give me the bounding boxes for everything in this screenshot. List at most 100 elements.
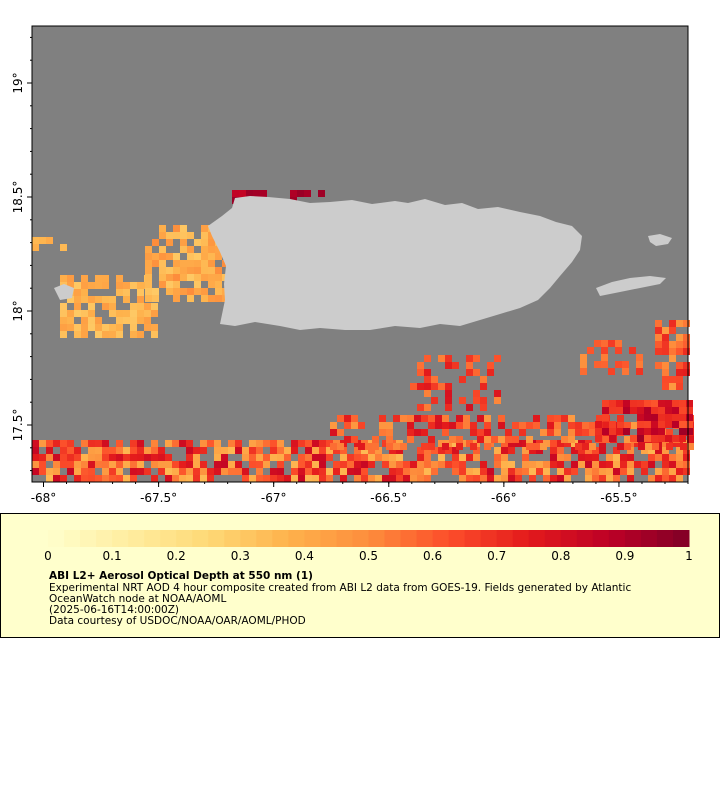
aod-pixel	[215, 267, 222, 274]
aod-pixel	[256, 440, 263, 447]
aod-pixel	[606, 468, 613, 475]
aod-pixel	[32, 237, 39, 244]
aod-pixel	[644, 435, 651, 442]
aod-pixel	[145, 281, 152, 288]
aod-pixel	[543, 461, 550, 468]
colorbar-cell	[384, 530, 402, 547]
aod-pixel	[389, 468, 396, 475]
aod-pixel	[615, 347, 622, 354]
aod-pixel	[116, 440, 123, 447]
aod-pixel	[484, 422, 491, 429]
aod-pixel	[305, 475, 312, 482]
aod-pixel	[354, 461, 361, 468]
aod-pixel	[592, 447, 599, 454]
aod-pixel	[277, 468, 284, 475]
aod-pixel	[200, 461, 207, 468]
aod-pixel	[159, 281, 166, 288]
aod-pixel	[613, 468, 620, 475]
aod-pixel	[81, 331, 88, 338]
aod-pixel	[102, 282, 109, 289]
legend-timestamp: (2025-06-16T14:00:00Z)	[49, 604, 179, 616]
aod-pixel	[679, 421, 686, 428]
aod-pixel	[585, 454, 592, 461]
aod-pixel	[609, 407, 616, 414]
aod-pixel	[53, 475, 60, 482]
aod-pixel	[676, 320, 683, 327]
aod-pixel	[165, 454, 172, 461]
aod-pixel	[368, 475, 375, 482]
aod-pixel	[630, 407, 637, 414]
aod-pixel	[648, 454, 655, 461]
aod-pixel	[564, 468, 571, 475]
aod-pixel	[32, 454, 39, 461]
aod-pixel	[172, 440, 179, 447]
aod-pixel	[550, 447, 557, 454]
aod-pixel	[187, 288, 194, 295]
aod-pixel	[636, 361, 643, 368]
aod-pixel	[564, 475, 571, 482]
aod-pixel	[187, 232, 194, 239]
aod-pixel	[641, 447, 648, 454]
aod-pixel	[683, 461, 690, 468]
aod-pixel	[351, 422, 358, 429]
aod-pixel	[291, 447, 298, 454]
aod-pixel	[494, 397, 501, 404]
aod-pixel	[616, 407, 623, 414]
aod-pixel	[340, 447, 347, 454]
aod-pixel	[95, 296, 102, 303]
aod-pixel	[32, 468, 39, 475]
aod-pixel	[137, 296, 144, 303]
aod-pixel	[263, 461, 270, 468]
aod-pixel	[249, 461, 256, 468]
aod-pixel	[253, 190, 260, 197]
aod-pixel	[39, 468, 46, 475]
colorbar-ticks: 0 0.1 0.2 0.3 0.4 0.5 0.6 0.7 0.8 0.9 1	[44, 549, 693, 563]
aod-pixel	[173, 267, 180, 274]
aod-pixel	[526, 436, 533, 443]
aod-pixel	[595, 435, 602, 442]
y-tick-label: 18.5°	[11, 181, 25, 214]
aod-pixel	[529, 447, 536, 454]
aod-pixel	[564, 454, 571, 461]
aod-pixel	[145, 295, 152, 302]
aod-pixel	[431, 461, 438, 468]
aod-pixel	[554, 429, 561, 436]
aod-pixel	[116, 447, 123, 454]
aod-pixel	[208, 239, 215, 246]
aod-pixel	[368, 454, 375, 461]
aod-pixel	[536, 461, 543, 468]
aod-pixel	[67, 468, 74, 475]
aod-pixel	[389, 454, 396, 461]
aod-pixel	[620, 461, 627, 468]
aod-pixel	[424, 454, 431, 461]
aod-pixel	[580, 368, 587, 375]
aod-pixel	[445, 447, 452, 454]
aod-pixel	[344, 422, 351, 429]
aod-pixel	[582, 443, 589, 450]
aod-pixel	[172, 468, 179, 475]
aod-pixel	[158, 468, 165, 475]
aod-pixel	[130, 475, 137, 482]
aod-pixel	[221, 454, 228, 461]
aod-pixel	[158, 447, 165, 454]
aod-pixel	[215, 246, 222, 253]
aod-pixel	[529, 475, 536, 482]
aod-pixel	[494, 475, 501, 482]
aod-pixel	[578, 454, 585, 461]
y-tick-label: 17.5°	[11, 409, 25, 442]
colorbar-cell	[608, 530, 626, 547]
aod-pixel	[291, 440, 298, 447]
aod-pixel	[200, 468, 207, 475]
aod-pixel	[330, 422, 337, 429]
aod-pixel	[60, 324, 67, 331]
aod-pixel	[494, 355, 501, 362]
aod-pixel	[459, 475, 466, 482]
aod-pixel	[655, 468, 662, 475]
aod-pixel	[386, 422, 393, 429]
culebra-island	[648, 234, 672, 246]
aod-pixel	[456, 415, 463, 422]
aod-pixel	[459, 397, 466, 404]
aod-pixel	[277, 461, 284, 468]
colorbar-tick-label: 0.7	[487, 549, 506, 563]
legend-description-line-1: Experimental NRT AOD 4 hour composite cr…	[49, 582, 632, 594]
